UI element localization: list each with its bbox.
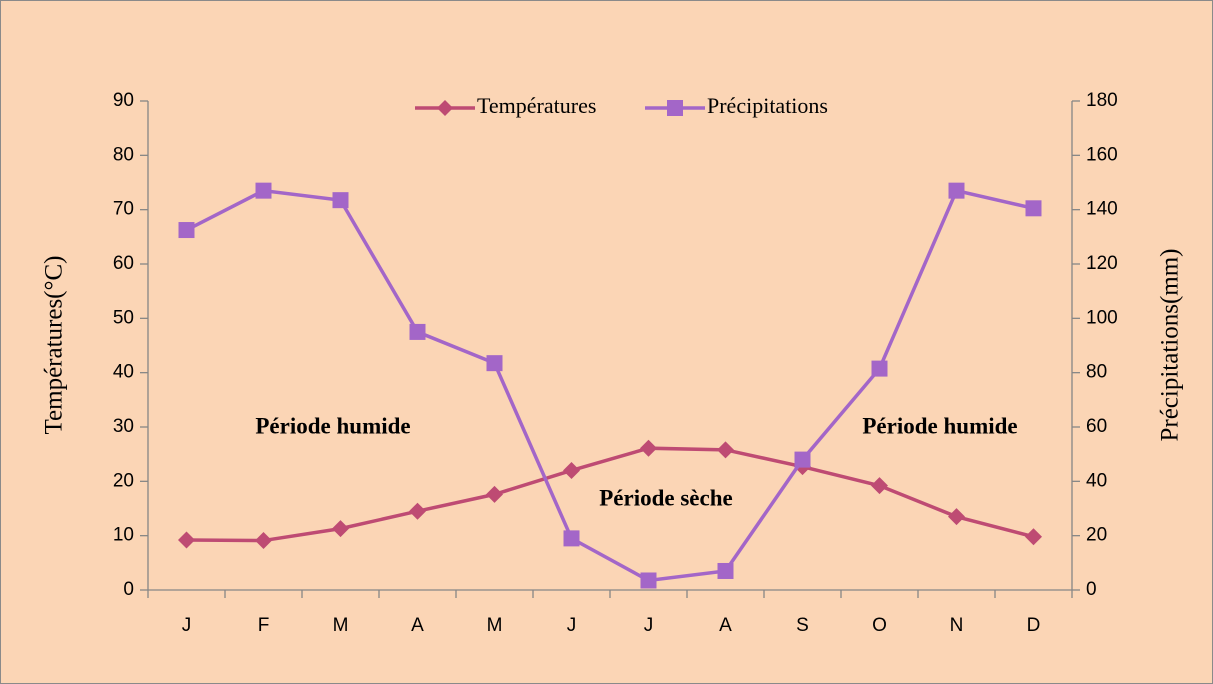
y-tick-label: 70 [113, 199, 134, 220]
data-point [178, 222, 195, 239]
data-point [1025, 528, 1042, 546]
data-point [255, 532, 272, 550]
x-tick-label: J [644, 615, 654, 636]
legend-marker [667, 100, 683, 116]
data-point [486, 355, 503, 372]
data-point [871, 477, 888, 495]
legend-label: Températures [477, 93, 596, 118]
y-tick-label: 60 [113, 253, 134, 274]
x-tick-label: M [333, 615, 349, 636]
data-point [409, 502, 426, 520]
data-point [332, 520, 349, 538]
data-point [409, 323, 426, 340]
y-tick-label: 10 [113, 525, 134, 546]
data-point [948, 508, 965, 526]
y-tick-label: 20 [113, 470, 134, 491]
y2-tick-label: 140 [1086, 199, 1118, 220]
y2-tick-label: 120 [1086, 253, 1118, 274]
x-tick-label: A [411, 615, 424, 636]
y2-tick-label: 80 [1086, 362, 1107, 383]
y-tick-label: 30 [113, 416, 134, 437]
y2-tick-label: 40 [1086, 470, 1107, 491]
data-point [178, 531, 195, 549]
y2-tick-label: 180 [1086, 90, 1118, 111]
y-tick-label: 0 [123, 579, 134, 600]
y2-tick-label: 20 [1086, 525, 1107, 546]
x-tick-label: N [950, 615, 964, 636]
legend-label: Précipitations [707, 93, 828, 118]
annotation: Période sèche [599, 485, 732, 510]
data-point [640, 572, 657, 589]
data-point [563, 461, 580, 479]
data-point [563, 530, 580, 547]
series-line [185, 188, 1034, 583]
data-point [1025, 200, 1042, 217]
x-tick-label: J [567, 615, 577, 636]
x-tick-label: F [258, 615, 270, 636]
y2-tick-label: 100 [1086, 307, 1118, 328]
x-tick-label: D [1027, 615, 1041, 636]
x-tick-label: J [182, 615, 192, 636]
y2-tick-label: 0 [1086, 579, 1097, 600]
legend-marker [437, 100, 453, 116]
annotation: Période humide [862, 413, 1017, 438]
series-line [186, 446, 1034, 543]
x-tick-label: O [872, 615, 887, 636]
x-tick-label: A [719, 615, 732, 636]
data-point [794, 451, 811, 468]
y-tick-label: 90 [113, 90, 134, 111]
data-point [640, 439, 657, 457]
y2-axis-label: Précipitations(mm) [1157, 248, 1184, 441]
data-point [486, 485, 503, 503]
x-tick-label: S [796, 615, 809, 636]
y2-tick-label: 160 [1086, 144, 1118, 165]
y-axis-label: Températures(°C) [41, 255, 68, 434]
data-point [255, 182, 272, 199]
y-tick-label: 80 [113, 144, 134, 165]
x-tick-label: M [487, 615, 503, 636]
y-tick-label: 40 [113, 362, 134, 383]
y2-tick-label: 60 [1086, 416, 1107, 437]
data-point [717, 441, 734, 459]
y-tick-label: 50 [113, 307, 134, 328]
data-point [332, 192, 349, 209]
data-point [948, 182, 965, 199]
annotation: Période humide [255, 413, 410, 438]
data-point [717, 562, 734, 579]
data-point [871, 360, 888, 377]
